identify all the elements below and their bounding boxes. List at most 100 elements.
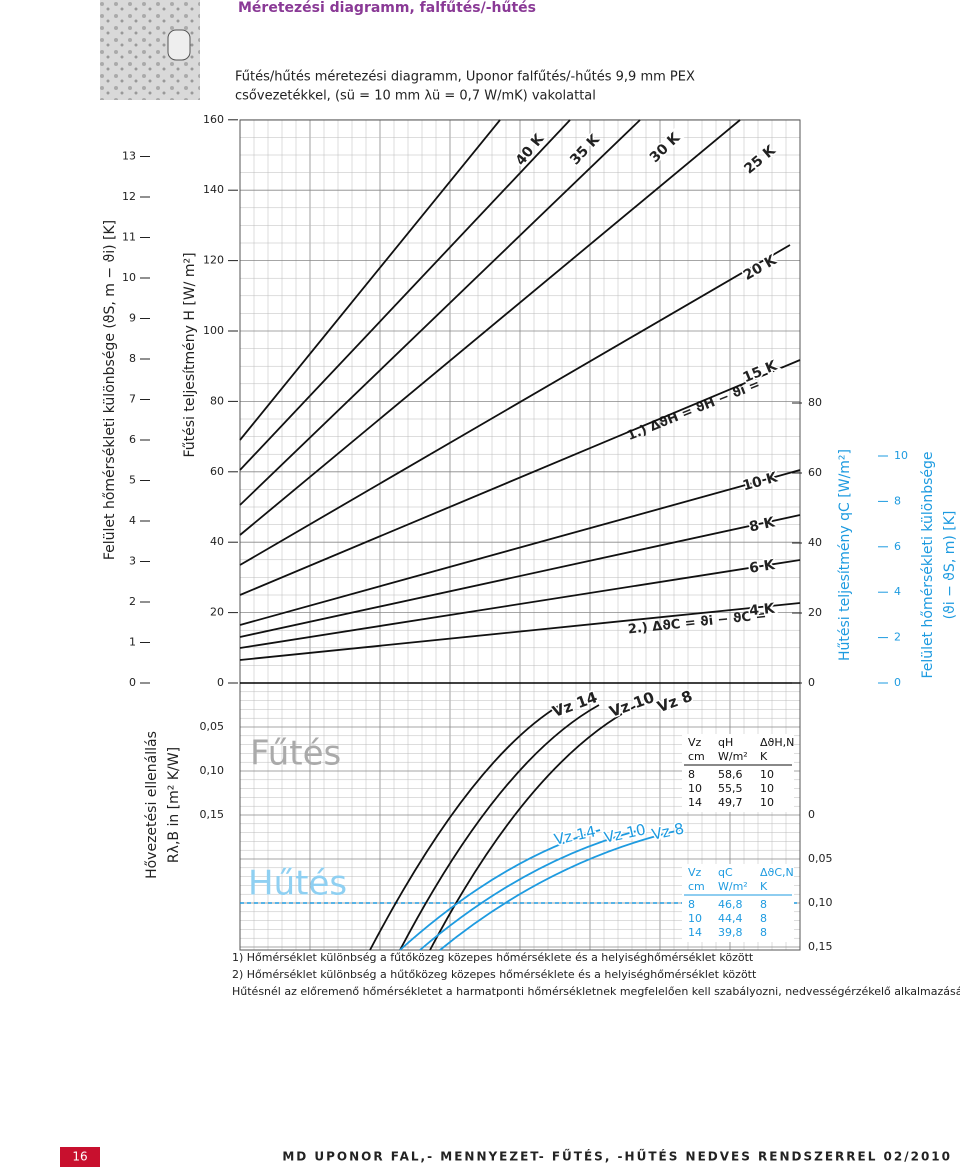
- line-label: 30 K: [647, 129, 684, 166]
- tick-label: 0: [808, 808, 815, 821]
- axis-label: Hővezetési ellenállás: [144, 731, 160, 879]
- design-line: [239, 119, 741, 536]
- footnote: 2) Hőmérséklet különbség a hűtőközeg köz…: [232, 968, 757, 981]
- design-line: [239, 359, 801, 596]
- table-bg: [682, 864, 794, 942]
- table-cell: 39,8: [718, 926, 743, 939]
- table-cell: 44,4: [718, 912, 743, 925]
- table-cell: W/m²: [718, 750, 748, 763]
- tick-label: 140: [203, 183, 224, 196]
- line-label: 20 K: [741, 252, 780, 284]
- line-label: 15 K: [741, 357, 781, 386]
- design-line: [239, 514, 801, 638]
- footnote: Hűtésnél az előremenő hőmérsékletet a ha…: [232, 985, 960, 998]
- tick-label: 0: [129, 676, 136, 689]
- tick-label: 0,15: [200, 808, 225, 821]
- table-cell: ΔϑC,N: [760, 866, 794, 879]
- vz-curve-heating: [369, 704, 561, 951]
- table-cell: 8: [688, 768, 695, 781]
- tick-label: 5: [129, 474, 136, 487]
- tick-label: 12: [122, 190, 136, 203]
- vz-label: Vz 14: [552, 822, 597, 848]
- tick-label: 20: [210, 606, 224, 619]
- axis-label: (ϑi − ϑS, m) [K]: [942, 511, 958, 620]
- vz-curve-cooling: [419, 829, 641, 951]
- vz-curve-heating: [399, 704, 600, 951]
- footer-text: MD UPONOR FAL,- MENNYEZET- FŰTÉS, -HŰTÉS…: [282, 1149, 952, 1164]
- table-cell: 58,6: [718, 768, 743, 781]
- tick-label: 10: [122, 271, 136, 284]
- axis-label: Hűtési teljesítmény qC [W/m²]: [837, 449, 853, 661]
- vz-label: Vz 10: [602, 820, 647, 846]
- tick-label: 11: [122, 231, 136, 244]
- pipe-image: [167, 29, 191, 61]
- vz-curve-cooling: [439, 829, 681, 951]
- subtitle: csővezetékkel, (sü = 10 mm λü = 0,7 W/mK…: [235, 89, 596, 104]
- tick-label: 7: [129, 393, 136, 406]
- table-cell: 10: [760, 768, 774, 781]
- tick-label: 0,10: [808, 896, 833, 909]
- line-label: 8 K: [748, 514, 777, 535]
- table-cell: cm: [688, 750, 705, 763]
- cooling-label: Hűtés: [248, 864, 347, 904]
- line-label: 25 K: [741, 142, 779, 178]
- line-label: 10 K: [741, 469, 780, 494]
- table-cell: cm: [688, 880, 705, 893]
- tick-label: 13: [122, 150, 136, 163]
- design-line: [239, 119, 501, 441]
- table-cell: 55,5: [718, 782, 743, 795]
- table-cell: 8: [760, 898, 767, 911]
- page-box: [60, 1147, 100, 1167]
- table-cell: K: [760, 750, 768, 763]
- table-cell: 10: [760, 796, 774, 809]
- tick-label: 3: [129, 555, 136, 568]
- table-cell: Vz: [688, 736, 702, 749]
- tick-label: 2: [894, 631, 901, 644]
- tick-label: 20: [808, 606, 822, 619]
- table-cell: Vz: [688, 866, 702, 879]
- tick-label: 1: [129, 636, 136, 649]
- table-cell: 49,7: [718, 796, 743, 809]
- tick-label: 9: [129, 312, 136, 325]
- tick-label: 0: [217, 676, 224, 689]
- tick-label: 160: [203, 113, 224, 126]
- tick-label: 80: [210, 394, 224, 407]
- page-number: 16: [72, 1150, 87, 1164]
- axis-label: Felület hőmérsékleti különbsége (ϑS, m −…: [102, 220, 118, 560]
- tick-label: 80: [808, 396, 822, 409]
- tick-label: 60: [808, 466, 822, 479]
- table-cell: 10: [688, 912, 702, 925]
- tick-label: 0: [894, 676, 901, 689]
- tick-label: 10: [894, 449, 908, 462]
- tick-label: 4: [894, 585, 901, 598]
- vz-curve-heating: [429, 704, 639, 951]
- heating-label: Fűtés: [250, 734, 341, 774]
- table-cell: 14: [688, 926, 702, 939]
- design-line: [239, 119, 641, 506]
- title: Méretezési diagramm, falfűtés/-hűtés: [238, 0, 536, 16]
- table-cell: 14: [688, 796, 702, 809]
- tick-label: 100: [203, 324, 224, 337]
- vz-curve-cooling: [399, 829, 601, 951]
- table-cell: ΔϑH,N: [760, 736, 794, 749]
- tick-label: 6: [129, 433, 136, 446]
- table-cell: 46,8: [718, 898, 743, 911]
- table-cell: 10: [688, 782, 702, 795]
- tick-label: 40: [808, 536, 822, 549]
- table-cell: 8: [760, 912, 767, 925]
- tick-label: 60: [210, 465, 224, 478]
- tick-label: 4: [129, 514, 136, 527]
- table-bg: [682, 734, 794, 812]
- tick-label: 8: [894, 494, 901, 507]
- design-line: [239, 559, 801, 649]
- line-label: 6 K: [748, 557, 777, 577]
- design-line: [239, 119, 571, 471]
- axis-label: Felület hőmérsékleti különbsége: [920, 451, 936, 678]
- footnote: 1) Hőmérséklet különbség a fűtőközeg köz…: [232, 951, 754, 964]
- tick-label: 40: [210, 535, 224, 548]
- vz-label: Vz 8: [655, 687, 695, 716]
- grid: [239, 119, 801, 950]
- table-cell: qH: [718, 736, 733, 749]
- subtitle: Fűtés/hűtés méretezési diagramm, Uponor …: [235, 70, 695, 85]
